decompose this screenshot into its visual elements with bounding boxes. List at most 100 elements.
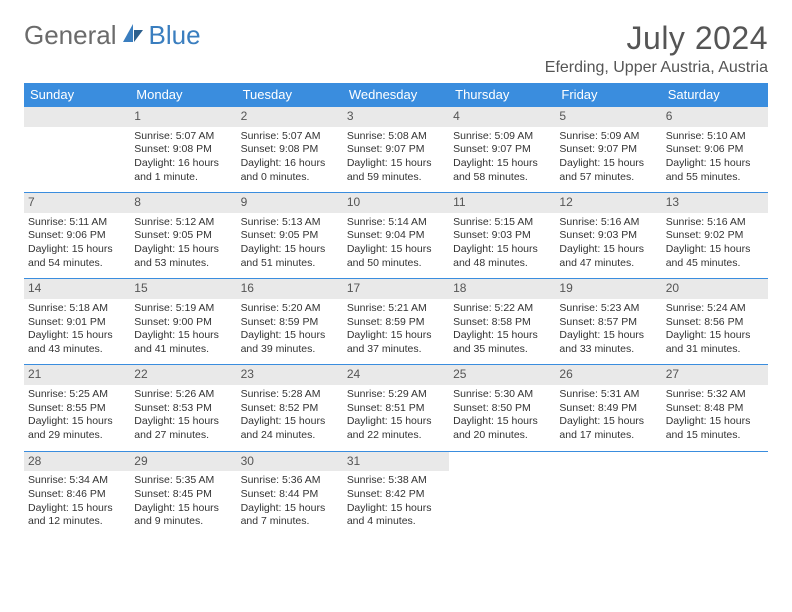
sunset-line: Sunset: 9:08 PM — [134, 143, 232, 157]
sunset-line: Sunset: 9:01 PM — [28, 316, 126, 330]
brand-part1: General — [24, 20, 117, 51]
sunrise-line: Sunrise: 5:24 AM — [666, 302, 764, 316]
day-cell: 15Sunrise: 5:19 AMSunset: 9:00 PMDayligh… — [130, 279, 236, 365]
day-cell: 21Sunrise: 5:25 AMSunset: 8:55 PMDayligh… — [24, 365, 130, 451]
sunset-line: Sunset: 8:56 PM — [666, 316, 764, 330]
daylight-line: Daylight: 15 hours and 45 minutes. — [666, 243, 764, 270]
sunrise-line: Sunrise: 5:10 AM — [666, 130, 764, 144]
day-cell: 11Sunrise: 5:15 AMSunset: 9:03 PMDayligh… — [449, 193, 555, 279]
col-friday: Friday — [555, 83, 661, 107]
sunset-line: Sunset: 8:53 PM — [134, 402, 232, 416]
daylight-line: Daylight: 15 hours and 12 minutes. — [28, 502, 126, 529]
day-cell: 12Sunrise: 5:16 AMSunset: 9:03 PMDayligh… — [555, 193, 661, 279]
day-number: 23 — [237, 365, 343, 385]
sunrise-line: Sunrise: 5:32 AM — [666, 388, 764, 402]
col-wednesday: Wednesday — [343, 83, 449, 107]
sunset-line: Sunset: 8:45 PM — [134, 488, 232, 502]
day-cell: 8Sunrise: 5:12 AMSunset: 9:05 PMDaylight… — [130, 193, 236, 279]
day-cell: 19Sunrise: 5:23 AMSunset: 8:57 PMDayligh… — [555, 279, 661, 365]
day-number: 16 — [237, 279, 343, 299]
day-number: 20 — [662, 279, 768, 299]
sunset-line: Sunset: 8:55 PM — [28, 402, 126, 416]
day-cell: 27Sunrise: 5:32 AMSunset: 8:48 PMDayligh… — [662, 365, 768, 451]
day-cell: 7 Sunrise: 5:11 AMSunset: 9:06 PMDaylight… — [24, 193, 130, 279]
day-number: 31 — [343, 452, 449, 472]
day-number: 18 — [449, 279, 555, 299]
day-number: 8 — [130, 193, 236, 213]
day-number: 26 — [555, 365, 661, 385]
sunset-line: Sunset: 9:05 PM — [241, 229, 339, 243]
sunrise-line: Sunrise: 5:29 AM — [347, 388, 445, 402]
day-number: 24 — [343, 365, 449, 385]
daylight-line: Daylight: 15 hours and 54 minutes. — [28, 243, 126, 270]
daylight-line: Daylight: 15 hours and 41 minutes. — [134, 329, 232, 356]
week-row: 21Sunrise: 5:25 AMSunset: 8:55 PMDayligh… — [24, 365, 768, 451]
daylight-line: Daylight: 15 hours and 48 minutes. — [453, 243, 551, 270]
sunset-line: Sunset: 9:06 PM — [28, 229, 126, 243]
day-number: 3 — [343, 107, 449, 127]
day-cell: 25Sunrise: 5:30 AMSunset: 8:50 PMDayligh… — [449, 365, 555, 451]
day-cell: 20 Sunrise: 5:24 AMSunset: 8:56 PMDayligh… — [662, 279, 768, 365]
sunset-line: Sunset: 9:02 PM — [666, 229, 764, 243]
daylight-line: Daylight: 16 hours and 1 minute. — [134, 157, 232, 184]
day-cell: 9Sunrise: 5:13 AMSunset: 9:05 PMDaylight… — [237, 193, 343, 279]
day-cell: 10Sunrise: 5:14 AMSunset: 9:04 PMDayligh… — [343, 193, 449, 279]
day-cell: 23Sunrise: 5:28 AMSunset: 8:52 PMDayligh… — [237, 365, 343, 451]
sunrise-line: Sunrise: 5:11 AM — [28, 216, 126, 230]
sunrise-line: Sunrise: 5:26 AM — [134, 388, 232, 402]
day-number: 5 — [555, 107, 661, 127]
sunrise-line: Sunrise: 5:15 AM — [453, 216, 551, 230]
location-subtitle: Eferding, Upper Austria, Austria — [545, 59, 768, 77]
daylight-line: Daylight: 15 hours and 24 minutes. — [241, 415, 339, 442]
week-row: 7Sunrise: 5:11 AMSunset: 9:06 PMDaylight… — [24, 193, 768, 279]
sunset-line: Sunset: 8:59 PM — [241, 316, 339, 330]
col-monday: Monday — [130, 83, 236, 107]
sunrise-line: Sunrise: 5:38 AM — [347, 474, 445, 488]
page-header: General Blue July 2024 Eferding, Upper A… — [24, 20, 768, 77]
sunset-line: Sunset: 9:07 PM — [559, 143, 657, 157]
calendar-table: Sunday Monday Tuesday Wednesday Thursday… — [24, 83, 768, 537]
day-number: 6 — [662, 107, 768, 127]
daylight-line: Daylight: 15 hours and 31 minutes. — [666, 329, 764, 356]
daylight-line: Daylight: 15 hours and 57 minutes. — [559, 157, 657, 184]
col-saturday: Saturday — [662, 83, 768, 107]
daylight-line: Daylight: 15 hours and 22 minutes. — [347, 415, 445, 442]
col-tuesday: Tuesday — [237, 83, 343, 107]
day-cell — [662, 451, 768, 537]
sunrise-line: Sunrise: 5:07 AM — [134, 130, 232, 144]
day-number: 12 — [555, 193, 661, 213]
empty-daynum — [24, 107, 130, 127]
daylight-line: Daylight: 15 hours and 51 minutes. — [241, 243, 339, 270]
day-number: 29 — [130, 452, 236, 472]
daylight-line: Daylight: 15 hours and 20 minutes. — [453, 415, 551, 442]
brand-part2: Blue — [149, 20, 201, 51]
day-number: 14 — [24, 279, 130, 299]
day-cell — [24, 107, 130, 193]
day-number: 17 — [343, 279, 449, 299]
sunset-line: Sunset: 8:46 PM — [28, 488, 126, 502]
sunrise-line: Sunrise: 5:31 AM — [559, 388, 657, 402]
sunset-line: Sunset: 8:42 PM — [347, 488, 445, 502]
page-title: July 2024 — [545, 20, 768, 57]
day-cell: 1Sunrise: 5:07 AMSunset: 9:08 PMDaylight… — [130, 107, 236, 193]
day-number: 19 — [555, 279, 661, 299]
day-number: 7 — [24, 193, 130, 213]
sunrise-line: Sunrise: 5:13 AM — [241, 216, 339, 230]
sunrise-line: Sunrise: 5:14 AM — [347, 216, 445, 230]
day-cell: 29Sunrise: 5:35 AMSunset: 8:45 PMDayligh… — [130, 451, 236, 537]
day-number: 27 — [662, 365, 768, 385]
sunset-line: Sunset: 9:07 PM — [347, 143, 445, 157]
daylight-line: Daylight: 15 hours and 4 minutes. — [347, 502, 445, 529]
day-number: 25 — [449, 365, 555, 385]
sunrise-line: Sunrise: 5:23 AM — [559, 302, 657, 316]
day-number: 15 — [130, 279, 236, 299]
sunrise-line: Sunrise: 5:35 AM — [134, 474, 232, 488]
sunset-line: Sunset: 8:51 PM — [347, 402, 445, 416]
day-cell: 5Sunrise: 5:09 AMSunset: 9:07 PMDaylight… — [555, 107, 661, 193]
sunrise-line: Sunrise: 5:18 AM — [28, 302, 126, 316]
sunrise-line: Sunrise: 5:20 AM — [241, 302, 339, 316]
day-cell: 16Sunrise: 5:20 AMSunset: 8:59 PMDayligh… — [237, 279, 343, 365]
sunset-line: Sunset: 9:06 PM — [666, 143, 764, 157]
sunrise-line: Sunrise: 5:21 AM — [347, 302, 445, 316]
day-cell — [555, 451, 661, 537]
